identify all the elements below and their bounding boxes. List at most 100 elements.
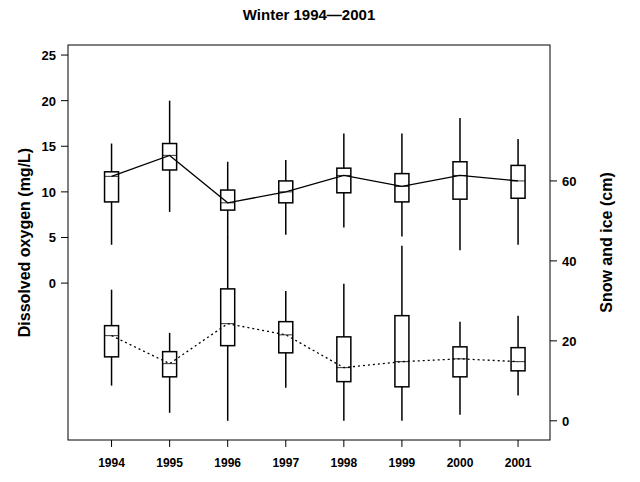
y-tick-label: 25 <box>42 48 56 63</box>
median <box>337 367 351 368</box>
median <box>221 202 235 203</box>
x-tick-label: 1999 <box>389 456 416 470</box>
lower-whisker <box>285 203 287 235</box>
median <box>395 186 409 187</box>
upper-whisker <box>169 333 171 352</box>
y-tick <box>61 191 68 192</box>
lower-whisker <box>343 193 345 228</box>
lower-whisker <box>517 371 519 396</box>
lower-whisker <box>285 353 287 388</box>
box <box>511 348 525 371</box>
x-tick-label: 2001 <box>505 456 532 470</box>
upper-whisker <box>343 284 345 337</box>
lower-whisker <box>169 170 171 212</box>
median <box>453 175 467 176</box>
y2-tick-label: 0 <box>562 414 569 429</box>
x-tick-label: 2000 <box>447 456 474 470</box>
page: {"chart_data": { "type": "box", "title":… <box>0 0 640 482</box>
upper-whisker <box>459 322 461 347</box>
x-tick <box>459 440 460 447</box>
lower-whisker <box>459 199 461 250</box>
box <box>453 162 467 199</box>
box <box>221 289 235 346</box>
upper-whisker <box>285 160 287 181</box>
upper-whisker <box>401 246 403 316</box>
box <box>163 144 177 170</box>
y-tick <box>61 55 68 56</box>
lower-whisker <box>401 202 403 237</box>
y-tick-label: 20 <box>42 94 56 109</box>
upper-whisker <box>343 133 345 168</box>
box <box>395 316 409 387</box>
median <box>163 363 177 364</box>
box <box>337 337 351 382</box>
x-tick <box>285 440 286 447</box>
x-tick-label: 1997 <box>272 456 299 470</box>
x-tick <box>518 440 519 447</box>
y2-tick-label: 20 <box>562 334 576 349</box>
y2-tick <box>550 260 557 261</box>
x-tick-label: 1995 <box>156 456 183 470</box>
median <box>453 358 467 359</box>
upper-whisker <box>227 237 229 289</box>
upper-whisker <box>517 316 519 348</box>
x-tick <box>343 440 344 447</box>
y2-tick-label: 40 <box>562 254 576 269</box>
median <box>395 361 409 362</box>
plot-frame <box>68 45 550 440</box>
median <box>337 175 351 176</box>
median <box>279 191 293 192</box>
y2-tick <box>550 340 557 341</box>
upper-whisker <box>517 139 519 165</box>
median <box>163 155 177 156</box>
median <box>511 180 525 181</box>
chart: Winter 1994—2001051015202502040601994199… <box>0 0 640 482</box>
box <box>511 165 525 198</box>
upper-whisker <box>459 118 461 162</box>
lower-whisker <box>111 202 113 245</box>
upper-whisker <box>169 101 171 144</box>
y-tick-label: 10 <box>42 185 56 200</box>
y-tick <box>61 100 68 101</box>
box <box>105 172 119 202</box>
y-tick <box>61 146 68 147</box>
x-tick <box>111 440 112 447</box>
x-tick <box>169 440 170 447</box>
lower-whisker <box>459 377 461 415</box>
median-line <box>112 324 519 368</box>
upper-whisker <box>285 291 287 322</box>
y2-axis-label: Snow and ice (cm) <box>598 172 615 312</box>
marks <box>105 101 526 421</box>
median-line <box>112 155 519 202</box>
box <box>105 326 119 357</box>
lower-whisker <box>401 387 403 421</box>
y2-tick <box>550 420 557 421</box>
x-tick <box>401 440 402 447</box>
x-tick-label: 1996 <box>214 456 241 470</box>
lower-whisker <box>227 346 229 421</box>
median <box>279 334 293 335</box>
x-tick <box>227 440 228 447</box>
box <box>279 322 293 353</box>
x-tick-label: 1998 <box>330 456 357 470</box>
y-tick-label: 5 <box>49 230 56 245</box>
upper-whisker <box>227 162 229 190</box>
median <box>221 323 235 324</box>
y-axis-label: Dissolved oxygen (mg/L) <box>16 148 33 337</box>
box <box>395 174 409 202</box>
box <box>221 190 235 210</box>
upper-whisker <box>111 144 113 172</box>
y-tick <box>61 237 68 238</box>
y-tick-label: 15 <box>42 139 56 154</box>
upper-whisker <box>111 290 113 326</box>
title: Winter 1994—2001 <box>243 6 375 23</box>
box <box>163 352 177 377</box>
upper-whisker <box>401 133 403 173</box>
y-tick-label: 0 <box>49 276 56 291</box>
lower-whisker <box>227 210 229 237</box>
box <box>337 168 351 193</box>
y2-tick <box>550 180 557 181</box>
box <box>453 347 467 377</box>
lower-whisker <box>111 357 113 386</box>
y-tick <box>61 283 68 284</box>
